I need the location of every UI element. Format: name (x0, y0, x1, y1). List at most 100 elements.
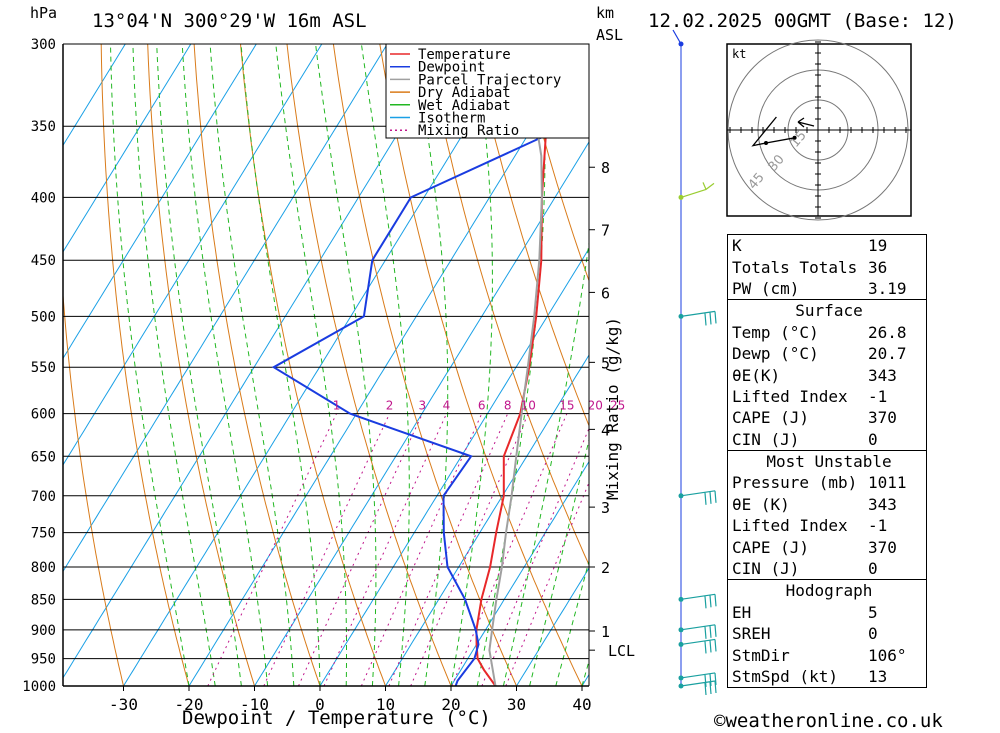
x-tick-label: -20 (175, 695, 204, 714)
mixing-ratio-label: 8 (504, 399, 512, 413)
mixing-ratio-line (207, 413, 337, 686)
wet-adiabat-line (529, 437, 589, 686)
legend-label: Parcel Trajectory (418, 72, 561, 88)
x-tick-label: 40 (572, 695, 591, 714)
wind-barb (680, 672, 717, 687)
height-tick-label: 7 (601, 222, 610, 240)
dry-adiabat-line (63, 288, 124, 686)
wind-profile (672, 29, 717, 696)
mixing-ratio-label: 3 (419, 399, 427, 413)
wet-adiabat-line (414, 44, 449, 686)
pressure-tick-label: 500 (31, 309, 56, 325)
temperature-line (475, 44, 553, 686)
mixing-ratio-label: 25 (610, 399, 625, 413)
legend-label: Wet Adiabat (418, 98, 511, 114)
pressure-tick-label: 450 (31, 253, 56, 269)
isotherm-line (63, 44, 192, 253)
most-unstable-row: CIN (J) 0 (727, 557, 927, 580)
dewpoint-line (271, 105, 589, 686)
copyright-link[interactable]: ©weatheronline.co.uk (714, 710, 943, 732)
wind-barb (680, 624, 717, 639)
height-unit: km (596, 4, 615, 22)
surface-row: Temp (°C) 26.8 (727, 321, 927, 343)
isotherm-line (254, 141, 589, 686)
pressure-tick-label: 1000 (22, 679, 56, 695)
most-unstable-row: Lifted Index -1 (727, 515, 927, 537)
pressure-tick-label: 800 (31, 560, 56, 576)
pressure-tick-label: 900 (31, 623, 56, 639)
wind-barb (680, 638, 717, 654)
pressure-tick-label: 400 (31, 190, 56, 206)
pressure-tick-label: 750 (31, 526, 56, 542)
pressure-tick-label: 550 (31, 360, 56, 376)
wet-adiabat-line (450, 44, 493, 686)
x-tick-label: 20 (441, 695, 460, 714)
mixing-ratio-lines (207, 413, 589, 686)
surface-row: Lifted Index -1 (727, 385, 927, 408)
dry-adiabat-line (193, 44, 321, 686)
legend-label: Dewpoint (418, 60, 485, 76)
hodograph-trace (751, 116, 795, 147)
surface-section-title: Surface (727, 299, 927, 322)
legend-label: Temperature (418, 47, 511, 63)
mixing-ratio-line (481, 427, 589, 686)
wind-barb (680, 680, 717, 696)
wet-adiabat-line (275, 44, 347, 686)
height-tick-label: 1 (601, 623, 610, 641)
isotherm-line (188, 44, 585, 686)
isotherm-line (516, 567, 589, 686)
pressure-tick-label: 350 (31, 119, 56, 135)
isotherm-line (385, 354, 589, 686)
mixing-ratio-label: 20 (588, 399, 603, 413)
surface-row: Dewp (°C) 20.7 (727, 342, 927, 365)
isotherm-line (450, 460, 589, 686)
most-unstable-row: CAPE (J) 370 (727, 536, 927, 558)
mixing-ratio-label: 6 (478, 399, 486, 413)
most-unstable-row: Pressure (mb) 1011 (727, 472, 927, 494)
height-tick-label: LCL (608, 642, 635, 660)
wet-adiabat-line (132, 44, 216, 686)
parcel-trajectory-line (488, 44, 543, 686)
mixing-ratio-line (323, 413, 447, 686)
legend-box (385, 43, 590, 139)
wet-adiabats (110, 44, 589, 686)
x-tick-label: 10 (376, 695, 395, 714)
axes: 1 2 3 4 6 8 10 15 20 2530035040045050055060065070… (22, 37, 635, 714)
dry-adiabat-line (518, 44, 589, 283)
isotherm-line (63, 44, 454, 679)
pressure-tick-label: 700 (31, 489, 56, 505)
storm-motion-arrow (797, 117, 815, 128)
wet-adiabat-line (502, 239, 589, 686)
pressure-unit: hPa (30, 4, 58, 22)
pressure-tick-label: 850 (31, 592, 56, 608)
wet-adiabat-line (315, 44, 377, 686)
mixing-ratio-label: 1 (333, 399, 341, 413)
most-unstable-row: θE (K) 343 (727, 493, 927, 516)
height-tick-label: 8 (601, 159, 610, 177)
index-row-pw: PW (cm) 3.19 (727, 277, 927, 300)
hodograph-row: StmSpd (kt) 13 (727, 665, 927, 688)
mixing-ratio-line (505, 481, 589, 686)
x-tick-label: 30 (507, 695, 526, 714)
height-tick-label: 3 (601, 499, 610, 517)
mixing-ratio-label: 4 (443, 399, 451, 413)
wet-adiabat-line (555, 559, 589, 686)
mixing-ratio-line (388, 413, 509, 686)
pressure-tick-label: 650 (31, 449, 56, 465)
pressure-tick-label: 300 (31, 37, 56, 53)
index-row-tt: Totals Totals 36 (727, 256, 927, 278)
index-row-k: K 19 (727, 234, 927, 257)
sounding-datetime: 12.02.2025 00GMT (Base: 12) (648, 10, 957, 32)
station-location: 13°04'N 300°29'W 16m ASL (92, 10, 367, 32)
isotherm-line (63, 44, 388, 573)
wet-adiabat-line (110, 44, 190, 686)
wind-barb (672, 29, 682, 45)
x-tick-label: 0 (315, 695, 325, 714)
hodograph-row: EH 5 (727, 601, 927, 624)
mixing-ratio-line (451, 413, 568, 686)
height-reference: ASL (596, 26, 624, 44)
wet-adiabat-line (156, 44, 242, 686)
legend-label: Mixing Ratio (418, 123, 519, 139)
